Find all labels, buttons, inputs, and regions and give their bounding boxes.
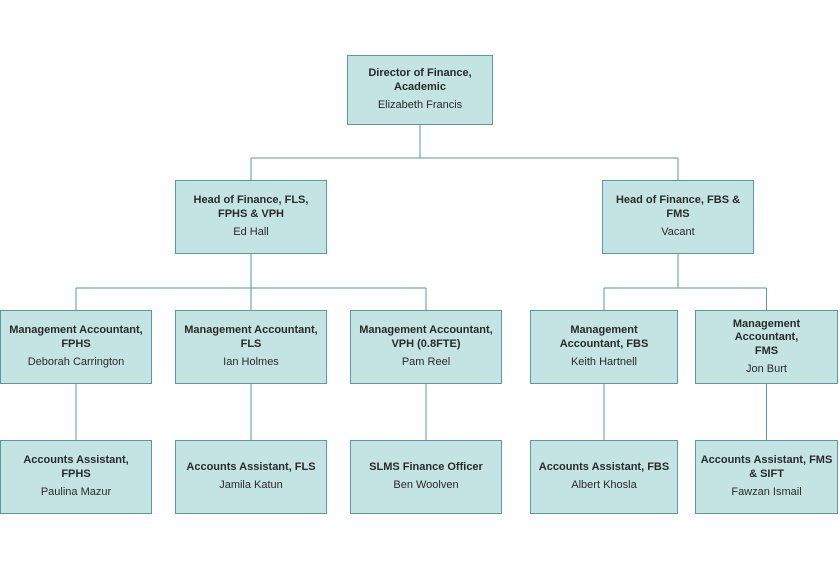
node-person: Deborah Carrington xyxy=(5,356,147,370)
node-title: SLMS Finance Officer xyxy=(355,461,497,475)
node-title: Accounts Assistant, FBS xyxy=(535,461,673,475)
org-node-ma-fbs: Management Accountant, FBS Keith Hartnel… xyxy=(530,310,678,384)
node-person: Paulina Mazur xyxy=(5,486,147,500)
node-person: Elizabeth Francis xyxy=(352,99,488,113)
org-node-director: Director of Finance, Academic Elizabeth … xyxy=(347,55,493,125)
node-title: Accounts Assistant, FMS & SIFT xyxy=(700,454,833,482)
node-person: Ed Hall xyxy=(180,226,322,240)
node-person: Jamila Katun xyxy=(180,479,322,493)
node-person: Ben Woolven xyxy=(355,479,497,493)
node-person: Albert Khosla xyxy=(535,479,673,493)
org-node-ma-fls: Management Accountant, FLS Ian Holmes xyxy=(175,310,327,384)
node-title: Head of Finance, FLS, FPHS & VPH xyxy=(180,194,322,222)
org-node-aa-fms: Accounts Assistant, FMS & SIFT Fawzan Is… xyxy=(695,440,838,514)
node-title: Accounts Assistant, FLS xyxy=(180,461,322,475)
node-title: Management Accountant, FMS xyxy=(700,318,833,359)
org-node-ma-fphs: Management Accountant, FPHS Deborah Carr… xyxy=(0,310,152,384)
org-node-head-left: Head of Finance, FLS, FPHS & VPH Ed Hall xyxy=(175,180,327,254)
node-title: Accounts Assistant, FPHS xyxy=(5,454,147,482)
node-title: Management Accountant, FPHS xyxy=(5,324,147,352)
org-node-aa-fls: Accounts Assistant, FLS Jamila Katun xyxy=(175,440,327,514)
org-node-aa-fphs: Accounts Assistant, FPHS Paulina Mazur xyxy=(0,440,152,514)
node-title: Director of Finance, Academic xyxy=(352,67,488,95)
node-person: Fawzan Ismail xyxy=(700,486,833,500)
node-title: Head of Finance, FBS & FMS xyxy=(607,194,749,222)
org-node-ma-fms: Management Accountant, FMS Jon Burt xyxy=(695,310,838,384)
node-person: Ian Holmes xyxy=(180,356,322,370)
node-title: Management Accountant, FLS xyxy=(180,324,322,352)
org-node-slms: SLMS Finance Officer Ben Woolven xyxy=(350,440,502,514)
node-person: Keith Hartnell xyxy=(535,356,673,370)
node-title: Management Accountant, FBS xyxy=(535,324,673,352)
org-node-ma-vph: Management Accountant, VPH (0.8FTE) Pam … xyxy=(350,310,502,384)
org-node-head-right: Head of Finance, FBS & FMS Vacant xyxy=(602,180,754,254)
node-person: Pam Reel xyxy=(355,356,497,370)
node-person: Jon Burt xyxy=(700,363,833,377)
node-title: Management Accountant, VPH (0.8FTE) xyxy=(355,324,497,352)
org-node-aa-fbs: Accounts Assistant, FBS Albert Khosla xyxy=(530,440,678,514)
node-person: Vacant xyxy=(607,226,749,240)
